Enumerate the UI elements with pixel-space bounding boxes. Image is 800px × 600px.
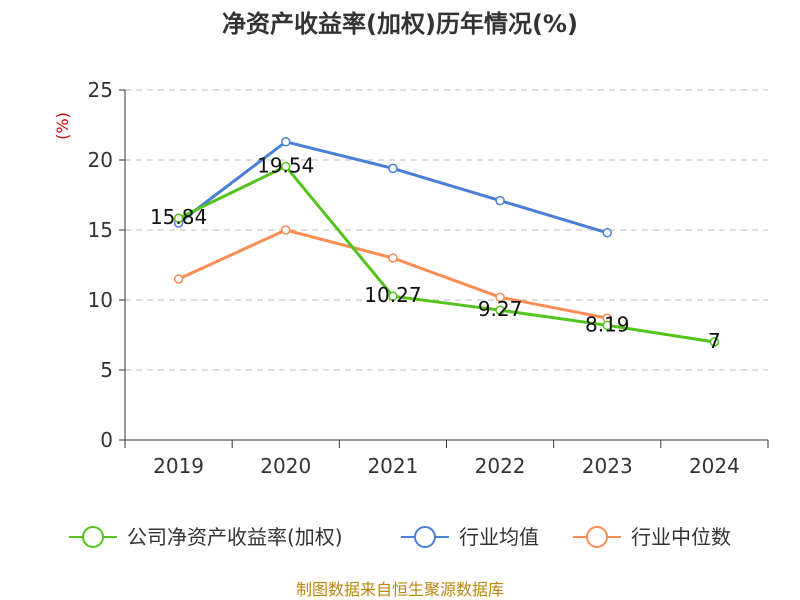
source-note: 制图数据来自恒生聚源数据库 xyxy=(296,580,504,599)
legend-item-2: 行业中位数 xyxy=(573,525,731,549)
y-tick-label-0: 0 xyxy=(100,428,113,452)
y-tick-label-10: 10 xyxy=(88,288,113,312)
series-line-0 xyxy=(177,164,715,344)
legend-label-2: 行业中位数 xyxy=(631,525,731,549)
data-label-2019: 15.84 xyxy=(150,205,207,229)
legend-label-0: 公司净资产收益率(加权) xyxy=(127,525,343,549)
point-s2-2019 xyxy=(173,274,184,284)
point-s0-2022 xyxy=(495,305,505,315)
legend-item-0: 公司净资产收益率(加权) xyxy=(69,525,343,549)
point-s2-2022 xyxy=(495,292,505,302)
y-tick-label-15: 15 xyxy=(88,218,113,242)
point-s1-2022 xyxy=(495,195,505,206)
point-s0-2019 xyxy=(173,213,184,223)
point-s0-2023 xyxy=(602,320,612,331)
x-tick-label-2020: 2020 xyxy=(260,454,311,478)
data-label-2022: 9.27 xyxy=(478,297,523,321)
data-label-2023: 8.19 xyxy=(585,312,630,336)
point-s0-2024 xyxy=(709,337,720,347)
data-label-2021: 10.27 xyxy=(364,283,421,307)
legend-label-1: 行业均值 xyxy=(459,525,539,549)
point-s1-2023 xyxy=(602,228,612,238)
data-labels: 15.84 19.54 10.27 9.27 8.19 7 xyxy=(150,153,721,353)
point-s2-2021 xyxy=(388,253,398,263)
y-tick-label-5: 5 xyxy=(100,358,113,382)
legend-marker-1 xyxy=(414,526,436,548)
point-s0-2021 xyxy=(388,291,398,301)
x-tick-label-2024: 2024 xyxy=(689,454,740,478)
data-label-2024: 7 xyxy=(708,329,721,353)
grid-lines xyxy=(125,89,768,371)
data-label-2020: 19.54 xyxy=(257,153,314,177)
x-tick-label-2023: 2023 xyxy=(582,454,633,478)
point-s2-2020 xyxy=(281,225,291,235)
x-tick-label-2022: 2022 xyxy=(475,454,526,478)
chart-title: 净资产收益率(加权)历年情况(%) xyxy=(222,10,578,38)
y-tick-label-25: 25 xyxy=(88,78,113,102)
y-axis-unit: (%) xyxy=(53,112,72,140)
legend-marker-0 xyxy=(82,526,104,548)
y-tick-label-20: 20 xyxy=(88,148,113,172)
x-tick-label-2019: 2019 xyxy=(153,454,204,478)
x-tick-label-2021: 2021 xyxy=(367,454,418,478)
point-s0-2020 xyxy=(281,161,291,172)
legend: 公司净资产收益率(加权) 行业均值 行业中位数 xyxy=(69,525,731,549)
series-lines xyxy=(173,137,720,347)
point-s1-2020 xyxy=(281,137,291,147)
legend-item-1: 行业均值 xyxy=(401,525,539,549)
axes: 0 5 10 15 20 25 2019 2020 2021 2022 2023 2024 xyxy=(88,78,769,478)
legend-marker-2 xyxy=(586,526,608,548)
point-s1-2021 xyxy=(388,163,398,174)
